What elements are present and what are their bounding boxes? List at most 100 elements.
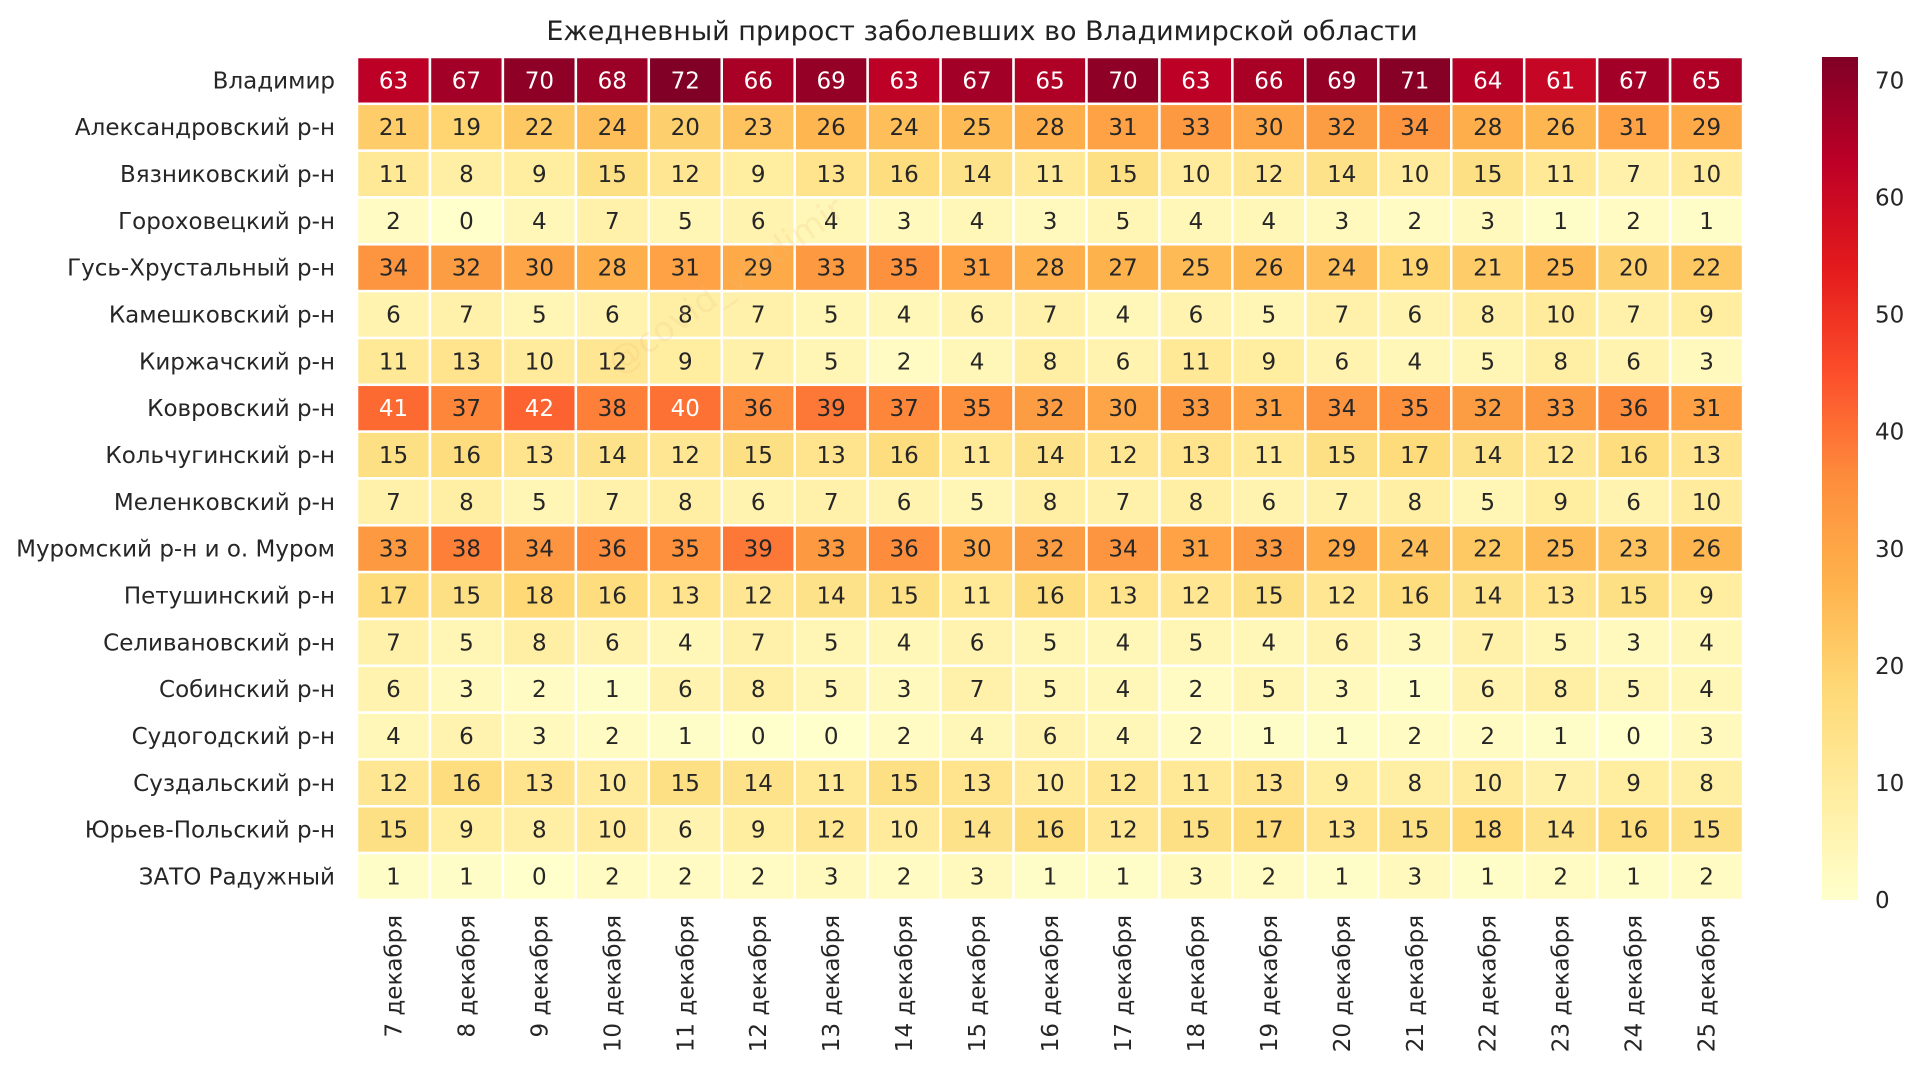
heatmap-cell xyxy=(1012,664,1088,714)
heatmap-cell xyxy=(1668,430,1745,480)
cell-value-label: 2 xyxy=(1189,724,1204,750)
column-label: 18 декабря xyxy=(1184,915,1210,1052)
cell-value-label: 6 xyxy=(970,303,985,329)
heatmap-cell xyxy=(1377,289,1453,340)
cell-value-label: 4 xyxy=(897,303,912,329)
cell-value-label: 3 xyxy=(897,209,912,235)
cell-value-label: 1 xyxy=(1407,677,1422,703)
cell-value-label: 7 xyxy=(751,303,766,329)
cell-value-label: 7 xyxy=(1480,630,1495,656)
cell-value-label: 7 xyxy=(824,490,839,516)
heatmap-cell xyxy=(574,524,651,574)
cell-value-label: 10 xyxy=(1181,162,1210,188)
cell-value-label: 19 xyxy=(1400,256,1429,282)
cell-value-label: 2 xyxy=(1699,865,1714,891)
cell-value-label: 16 xyxy=(889,443,918,469)
cell-value-label: 5 xyxy=(970,490,985,516)
cell-value-label: 2 xyxy=(751,865,766,891)
cell-value-label: 19 xyxy=(452,115,481,141)
cell-value-label: 2 xyxy=(678,865,693,891)
cell-value-label: 13 xyxy=(525,771,554,797)
cell-value-label: 35 xyxy=(889,256,918,282)
heatmap-cell xyxy=(939,524,1015,574)
colorbar-tick-label: 20 xyxy=(1875,654,1904,680)
cell-value-label: 14 xyxy=(817,584,846,610)
cell-value-label: 14 xyxy=(962,818,991,844)
heatmap-cell xyxy=(1012,55,1088,106)
heatmap-cell xyxy=(1522,851,1599,902)
cell-value-label: 8 xyxy=(1043,490,1058,516)
cell-value-label: 12 xyxy=(1108,818,1137,844)
heatmap-cell xyxy=(647,851,723,902)
cell-value-label: 15 xyxy=(889,771,918,797)
heatmap-cell xyxy=(574,617,651,668)
heatmap-cell xyxy=(720,243,796,293)
heatmap-cell xyxy=(355,289,432,340)
cell-value-label: 12 xyxy=(1108,443,1137,469)
cell-value-label: 33 xyxy=(817,256,846,282)
cell-value-label: 1 xyxy=(1043,865,1058,891)
cell-value-label: 13 xyxy=(817,162,846,188)
heatmap-cell xyxy=(1012,430,1088,480)
heatmap-cell xyxy=(866,430,942,480)
cell-value-label: 2 xyxy=(897,724,912,750)
row-label: Собинский р-н xyxy=(159,677,335,703)
heatmap-cell xyxy=(1450,430,1526,480)
row-label: Гусь-Хрустальный р-н xyxy=(67,256,335,282)
cell-value-label: 24 xyxy=(1327,256,1356,282)
column-label: 21 декабря xyxy=(1403,915,1429,1052)
cell-value-label: 8 xyxy=(1480,303,1495,329)
column-label: 19 декабря xyxy=(1257,915,1283,1052)
cell-value-label: 13 xyxy=(817,443,846,469)
heatmap-cell xyxy=(355,524,432,574)
cell-value-label: 12 xyxy=(379,771,408,797)
cell-value-label: 32 xyxy=(1473,396,1502,422)
cell-value-label: 8 xyxy=(751,677,766,703)
heatmap-cell xyxy=(1595,617,1672,668)
column-label: 24 декабря xyxy=(1622,915,1648,1052)
cell-value-label: 1 xyxy=(1553,209,1568,235)
row-label: Вязниковский р-н xyxy=(120,162,335,188)
cell-value-label: 4 xyxy=(1262,209,1277,235)
cell-value-label: 3 xyxy=(1699,349,1714,375)
cell-value-label: 3 xyxy=(1043,209,1058,235)
heatmap-cell xyxy=(1231,851,1307,902)
heatmap-cell xyxy=(1450,149,1526,199)
cell-value-label: 22 xyxy=(525,115,554,141)
cell-value-label: 9 xyxy=(1262,349,1277,375)
cell-value-label: 35 xyxy=(671,537,700,563)
cell-value-label: 66 xyxy=(1254,68,1283,94)
heatmap-cell xyxy=(1668,570,1745,621)
cell-value-label: 15 xyxy=(1254,584,1283,610)
cell-value-label: 23 xyxy=(744,115,773,141)
cell-value-label: 4 xyxy=(897,630,912,656)
cell-value-label: 12 xyxy=(1327,584,1356,610)
cell-value-label: 9 xyxy=(751,162,766,188)
cell-value-label: 4 xyxy=(970,209,985,235)
cell-value-label: 9 xyxy=(1553,490,1568,516)
cell-value-label: 5 xyxy=(459,630,474,656)
cell-value-label: 1 xyxy=(1553,724,1568,750)
cell-value-label: 2 xyxy=(605,865,620,891)
heatmap-cell xyxy=(1304,664,1380,714)
cell-value-label: 14 xyxy=(1327,162,1356,188)
cell-value-label: 67 xyxy=(1619,68,1648,94)
cell-value-label: 34 xyxy=(1327,396,1356,422)
cell-value-label: 7 xyxy=(1116,490,1131,516)
colorbar-tick-label: 50 xyxy=(1875,303,1904,329)
heatmap-cell xyxy=(1231,664,1307,714)
cell-value-label: 1 xyxy=(1262,724,1277,750)
heatmap-cell xyxy=(866,851,942,902)
cell-value-label: 0 xyxy=(459,209,474,235)
heatmap-cell xyxy=(1012,102,1088,152)
cell-value-label: 28 xyxy=(598,256,627,282)
heatmap-cell xyxy=(939,289,1015,340)
cell-value-label: 4 xyxy=(1116,303,1131,329)
heatmap-cell xyxy=(1085,477,1161,527)
heatmap-cell xyxy=(1668,336,1745,387)
heatmap-cell xyxy=(866,102,942,152)
cell-value-label: 5 xyxy=(1553,630,1568,656)
heatmap-cell xyxy=(1668,196,1745,246)
cell-value-label: 2 xyxy=(1626,209,1641,235)
cell-value-label: 15 xyxy=(1327,443,1356,469)
